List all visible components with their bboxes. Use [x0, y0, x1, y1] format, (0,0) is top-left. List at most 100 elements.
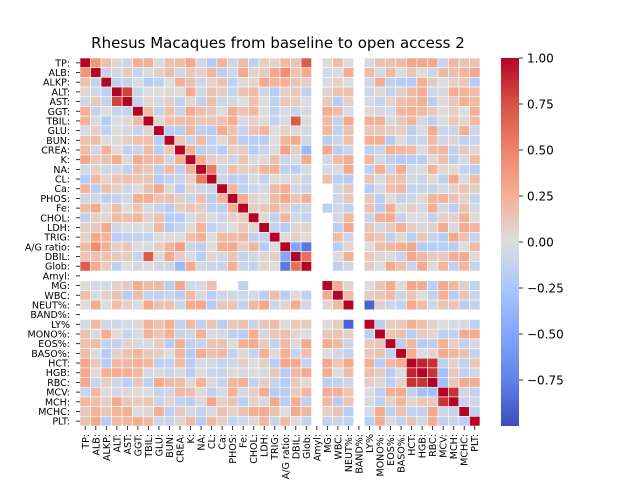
- heatmap-cell: [142, 222, 154, 233]
- heatmap-cell: [258, 241, 270, 252]
- heatmap-cell: [237, 115, 249, 127]
- heatmap-cell: [448, 202, 460, 214]
- heatmap-cell: [163, 154, 176, 165]
- heatmap-cell: [153, 386, 165, 398]
- heatmap-cell: [184, 241, 197, 252]
- heatmap-cell: [153, 57, 165, 68]
- heatmap-cell: [216, 406, 228, 417]
- x-tick-label: TP:: [81, 434, 92, 450]
- heatmap-cell: [469, 154, 481, 165]
- heatmap-cell: [384, 280, 397, 291]
- heatmap-cell: [195, 125, 207, 136]
- heatmap-cell: [100, 396, 112, 407]
- heatmap-cell: [163, 135, 176, 146]
- heatmap-cell: [300, 299, 312, 311]
- heatmap-cell: [448, 154, 460, 165]
- heatmap-cell: [184, 77, 197, 88]
- heatmap-cell: [195, 396, 207, 407]
- heatmap-cell: [406, 406, 418, 417]
- heatmap-cell: [321, 77, 333, 88]
- heatmap-cell: [448, 67, 460, 78]
- heatmap-cell: [374, 183, 386, 194]
- heatmap-cell: [332, 77, 344, 88]
- heatmap-cell: [174, 377, 186, 388]
- heatmap-cell: [279, 251, 291, 262]
- heatmap-cell: [174, 261, 186, 272]
- heatmap-cell: [363, 193, 376, 204]
- heatmap-cell: [121, 396, 133, 407]
- heatmap-cell: [237, 67, 249, 78]
- heatmap-cell: [206, 396, 218, 407]
- heatmap-cell: [227, 154, 239, 165]
- heatmap-cell: [406, 299, 418, 311]
- heatmap-cell: [374, 251, 386, 262]
- heatmap-cell: [342, 67, 354, 78]
- heatmap-cell: [216, 202, 228, 214]
- heatmap-cell: [184, 406, 197, 417]
- heatmap-cell: [384, 396, 397, 407]
- heatmap-cell: [374, 115, 386, 127]
- heatmap-cell: [363, 251, 376, 262]
- heatmap-cell: [195, 232, 207, 243]
- heatmap-cell: [258, 357, 270, 369]
- heatmap-cell: [300, 386, 312, 398]
- heatmap-cell: [132, 77, 144, 88]
- heatmap-cell: [448, 57, 460, 68]
- heatmap-cell: [216, 319, 228, 330]
- heatmap-cell: [427, 125, 439, 136]
- heatmap-cell: [300, 416, 312, 427]
- heatmap-cell: [248, 232, 260, 243]
- heatmap-cell: [206, 183, 218, 194]
- heatmap-cell: [469, 338, 481, 349]
- heatmap-cell: [90, 290, 102, 301]
- heatmap-cell: [300, 57, 312, 68]
- heatmap-cell: [121, 367, 133, 378]
- heatmap-cell: [279, 377, 291, 388]
- heatmap-cell: [111, 367, 123, 378]
- heatmap-cell: [248, 144, 260, 156]
- heatmap-cell: [363, 241, 376, 252]
- heatmap-cell: [290, 115, 302, 127]
- heatmap-cell: [395, 222, 407, 233]
- heatmap-cell: [300, 367, 312, 378]
- heatmap-cell: [384, 212, 397, 223]
- heatmap-cell: [458, 173, 470, 185]
- heatmap-cell: [121, 319, 133, 330]
- heatmap-cell: [163, 183, 176, 194]
- heatmap-cell: [142, 396, 154, 407]
- heatmap-cell: [195, 251, 207, 262]
- heatmap-cell: [469, 77, 481, 88]
- heatmap-cell: [258, 86, 270, 98]
- heatmap-cell: [258, 299, 270, 311]
- heatmap-cell: [416, 319, 428, 330]
- heatmap-cell: [206, 406, 218, 417]
- heatmap-cell: [406, 222, 418, 233]
- heatmap-cell: [406, 144, 418, 156]
- heatmap-cell: [469, 222, 481, 233]
- heatmap-cell: [111, 290, 123, 301]
- heatmap-cell: [290, 125, 302, 136]
- heatmap-cell: [458, 115, 470, 127]
- heatmap-cell: [121, 106, 133, 117]
- heatmap-cell: [100, 280, 112, 291]
- heatmap-cell: [153, 193, 165, 204]
- heatmap-cell: [448, 406, 460, 417]
- heatmap-cell: [374, 135, 386, 146]
- heatmap-cell: [416, 280, 428, 291]
- heatmap-cell: [216, 115, 228, 127]
- heatmap-cell: [237, 261, 249, 272]
- heatmap-cell: [121, 416, 133, 427]
- heatmap-cell: [437, 299, 449, 311]
- y-tick-label: A/G ratio:: [25, 242, 70, 253]
- heatmap-cell: [458, 416, 470, 427]
- heatmap-cell: [248, 396, 260, 407]
- heatmap-cell: [374, 96, 386, 107]
- heatmap-cell: [90, 222, 102, 233]
- colorbar-tick-label: 0.75: [527, 98, 554, 112]
- heatmap-cell: [269, 202, 281, 214]
- heatmap-cell: [90, 406, 102, 417]
- heatmap-cell: [469, 106, 481, 117]
- heatmap-cell: [237, 193, 249, 204]
- heatmap-cell: [342, 183, 354, 194]
- heatmap-cell: [206, 86, 218, 98]
